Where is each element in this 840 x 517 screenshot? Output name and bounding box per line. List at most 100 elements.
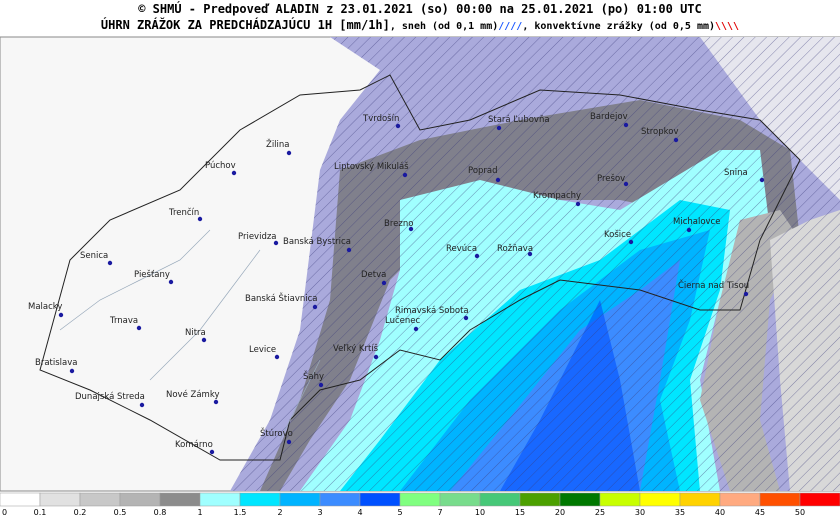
legend-tick: 1.5 [234,508,247,517]
legend-swatch [359,492,401,507]
legend-tick: 2 [277,508,282,517]
city-dot [231,170,237,176]
city-label: Detva [361,270,386,280]
city-dot [286,150,292,156]
city-dot [408,226,414,232]
city-dot [213,399,219,405]
legend-tick: 5 [397,508,402,517]
city-dot [395,123,401,129]
legend-swatch [799,492,840,507]
legend-tick: 30 [635,508,645,517]
city-dot [312,304,318,310]
city-dot [107,260,113,266]
rivers [59,229,321,441]
legend-tick: 7 [437,508,442,517]
city-label: Košice [604,229,631,240]
convective-note: , konvektívne zrážky (od 0,5 mm) [522,20,715,32]
city-dot [381,280,387,286]
city-label: Tvrdošín [362,113,399,124]
city-label: Komárno [175,440,213,450]
city-label: Snina [724,168,748,178]
legend-swatch [39,492,81,507]
city-label: Malacky [28,302,62,312]
city-label: Trnava [109,316,138,326]
legend-swatch [79,492,121,507]
snow-symbol: //// [498,21,522,32]
city-label: Banská Štiavnica [245,292,318,304]
legend-tick: 35 [675,508,685,517]
city-label: Bratislava [35,358,77,368]
city-label: Bardejov [590,112,628,122]
city-dot [346,247,352,253]
city-dot [673,137,679,143]
legend-swatch [279,492,321,507]
legend-tick: 15 [515,508,525,517]
header-line2: ÚHRN ZRÁŽOK ZA PREDCHÁDZAJÚCU 1H [mm/1h]… [101,17,739,32]
city-label: Lučenec [385,315,420,326]
header-title: ÚHRN ZRÁŽOK ZA PREDCHÁDZAJÚCU 1H [mm/1h] [101,17,390,32]
city-label: Veľký Krtíš [333,343,379,354]
legend-swatch [639,492,681,507]
legend-tick: 0 [2,508,7,517]
city-label: Nitra [185,328,206,338]
legend-tick: 20 [555,508,565,517]
city-dot [201,337,207,343]
city-label: Dunajská Streda [75,392,145,402]
city-label: Krompachy [533,191,581,201]
legend-tick: 0.1 [34,508,47,517]
legend-tick: 45 [755,508,765,517]
city-label: Brezno [384,219,413,229]
legend-swatch [599,492,641,507]
legend-swatch [199,492,241,507]
legend-tick: 3 [317,508,322,517]
legend-swatch [119,492,161,507]
city-dot [575,201,581,207]
city-label: Šahy [303,370,324,382]
city-label: Liptovský Mikuláš [334,161,409,172]
cities: Tvrdošín Stará Ľubovňa Bardejov Stropkov Žil… [28,112,765,455]
convective-symbol: \\\\ [715,21,739,32]
city-dot [139,402,145,408]
city-dot [373,354,379,360]
legend: 0 0.1 0.2 0.5 0.8 1 1.5 2 3 4 5 7 10 15 20 25 30 35 40 45 50 [0,492,840,517]
city-dot [759,177,765,183]
city-label: Čierna nad Tisou [678,279,749,291]
city-dot [58,312,64,318]
city-label: Revúca [446,244,477,254]
city-dot [743,291,749,297]
city-dot [318,382,324,388]
city-dot [197,216,203,222]
city-label: Piešťany [134,269,170,280]
city-dot [209,449,215,455]
city-label: Nové Zámky [166,389,219,400]
city-label: Štúrovo [260,427,293,439]
legend-tick: 50 [795,508,805,517]
city-label: Stropkov [641,127,678,137]
legend-tick: 0.2 [74,508,87,517]
city-dot [527,251,533,257]
city-dot [136,325,142,331]
header-line1: © SHMÚ - Predpoveď ALADIN z 23.01.2021 (… [138,1,702,16]
city-dot [274,354,280,360]
city-label: Žilina [266,138,290,150]
city-dot [623,181,629,187]
legend-tick: 10 [475,508,485,517]
snow-hatch [230,37,840,491]
city-label: Prešov [597,173,625,184]
legend-swatch [759,492,801,507]
city-dot [463,315,469,321]
legend-tick: 0.5 [114,508,127,517]
legend-tick: 4 [357,508,362,517]
legend-swatch [559,492,601,507]
city-label: Prievidza [238,232,277,242]
map [0,36,840,492]
legend-tick: 40 [715,508,725,517]
legend-swatch [0,492,41,507]
country-border [39,74,801,461]
legend-swatch [439,492,481,507]
city-label: Trenčín [168,207,199,218]
city-dot [496,125,502,131]
city-dot [273,240,279,246]
city-dot [495,177,501,183]
